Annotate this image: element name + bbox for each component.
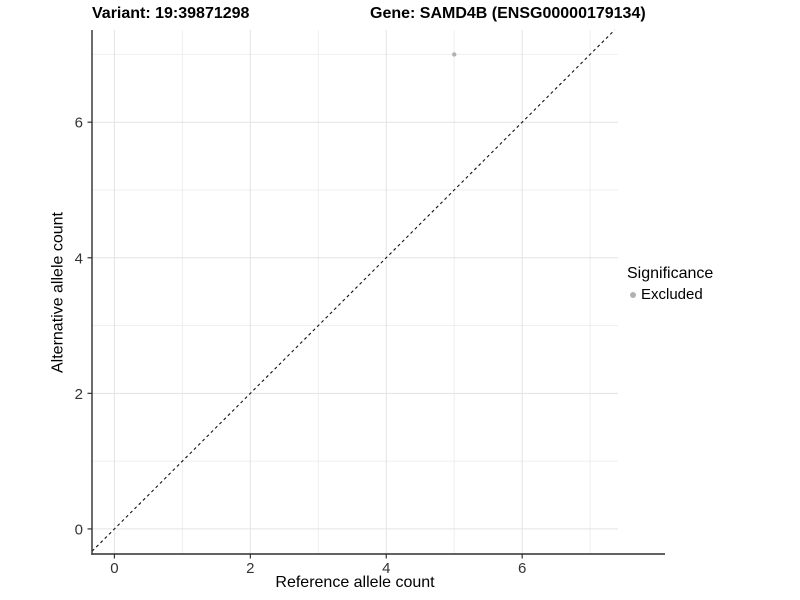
data-point xyxy=(452,52,457,57)
y-axis-title: Alternative allele count xyxy=(49,212,67,373)
x-tick-label: 4 xyxy=(382,560,390,577)
y-tick-label: 0 xyxy=(75,521,83,538)
plot-title-variant: Variant: 19:39871298 xyxy=(92,5,250,22)
y-tick-label: 2 xyxy=(75,386,83,403)
plot-title-gene: Gene: SAMD4B (ENSG00000179134) xyxy=(370,5,646,22)
y-tick-label: 6 xyxy=(75,115,83,132)
y-tick-label: 4 xyxy=(75,250,83,267)
legend-marker-dot-icon xyxy=(630,291,636,298)
legend-title: Significance xyxy=(627,265,714,282)
x-axis-title: Reference allele count xyxy=(275,574,435,591)
legend-item-excluded: Excluded xyxy=(627,286,713,303)
panel-background xyxy=(92,30,618,554)
legend-item-label: Excluded xyxy=(641,286,703,303)
x-tick-label: 0 xyxy=(110,560,118,577)
x-tick-label: 2 xyxy=(246,560,254,577)
legend: Significance Excluded xyxy=(627,265,713,303)
x-tick-label: 6 xyxy=(518,560,526,577)
